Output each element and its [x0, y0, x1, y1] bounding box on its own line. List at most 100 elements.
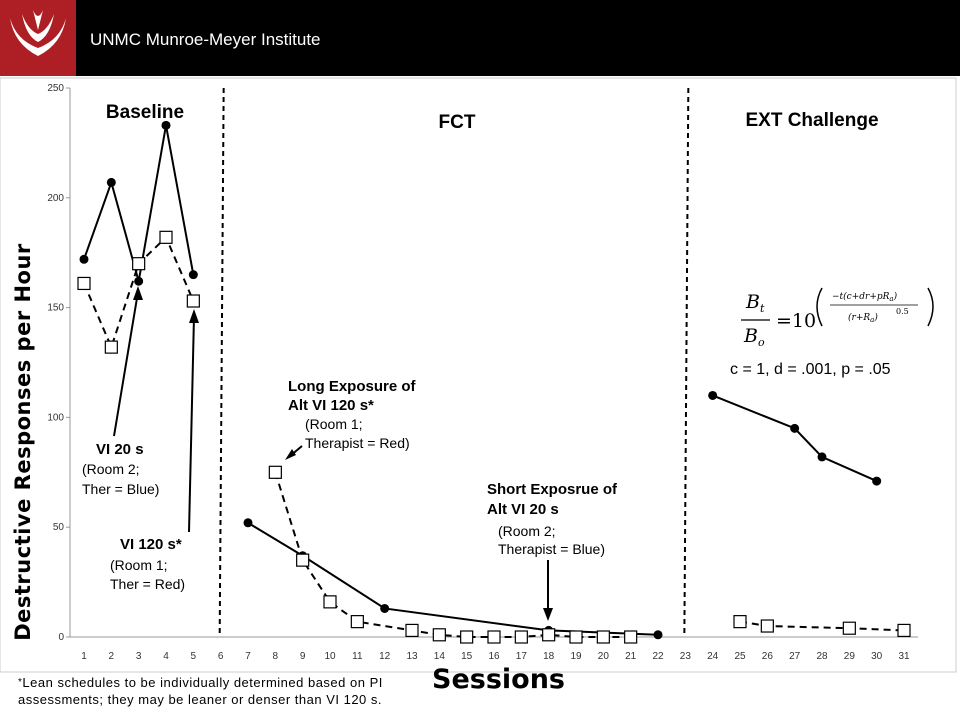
series-4-line — [712, 394, 878, 482]
annotation-short-title-1: Short Exposrue of — [487, 481, 618, 498]
y-axis: 0 50 100 150 200 250 — [47, 83, 71, 643]
phase-lines — [218, 87, 690, 638]
annotation-long-title-1: Long Exposure of — [288, 378, 417, 395]
y-tick-label: 150 — [47, 303, 64, 314]
x-tick-label: 16 — [488, 651, 500, 662]
x-tick-label: 17 — [516, 651, 528, 662]
phase-label-baseline: Baseline — [106, 102, 184, 123]
data-point-square — [296, 553, 310, 567]
x-tick-label: 6 — [218, 651, 224, 662]
x-tick-label: 26 — [762, 651, 774, 662]
x-tick-label: 13 — [406, 651, 418, 662]
x-tick-label: 8 — [273, 651, 279, 662]
data-point-circle — [872, 476, 882, 486]
data-point-square — [350, 615, 364, 629]
x-tick-label: 28 — [816, 651, 828, 662]
annotation-short-detail-1: (Room 2; — [498, 523, 556, 539]
x-tick-label: 29 — [844, 651, 856, 662]
svg-text:(r+Ra): (r+Ra) — [848, 312, 878, 324]
y-axis-title: Destructive Responses per Hour — [11, 243, 35, 641]
annotation-vi20-title: VI 20 s — [96, 441, 144, 458]
x-tick-label: 22 — [652, 651, 664, 662]
svg-text:0.5: 0.5 — [896, 307, 909, 316]
data-point-circle — [188, 270, 198, 280]
x-tick-label: 27 — [789, 651, 801, 662]
footnote-star: * — [18, 677, 23, 688]
annotation-long-detail-1: (Room 1; — [305, 416, 363, 432]
x-tick-label: 7 — [245, 651, 251, 662]
series-layer — [77, 120, 911, 644]
header-bar: UNMC Munroe-Meyer Institute — [0, 0, 960, 76]
annotation-vi20-arrow — [113, 291, 139, 437]
phase-label-ext-challenge: EXT Challenge — [745, 110, 878, 131]
data-point-square — [487, 630, 501, 644]
x-axis-title-label: Sessions — [432, 664, 565, 695]
x-tick-label: 3 — [136, 651, 142, 662]
annotation-long-detail-2: Therapist = Red) — [305, 435, 410, 451]
data-point-circle — [708, 390, 718, 400]
data-point-square — [77, 276, 91, 291]
x-tick-label: 9 — [300, 651, 306, 662]
svg-text:=10: =10 — [776, 310, 816, 332]
x-tick-label: 18 — [543, 651, 555, 662]
data-point-circle — [790, 423, 800, 433]
annotation-vi120-detail-1: (Room 1; — [110, 557, 168, 573]
data-point-square — [733, 615, 747, 629]
x-tick-label: 5 — [191, 651, 197, 662]
x-tick-label: 19 — [570, 651, 582, 662]
y-tick-label: 100 — [47, 412, 64, 423]
x-tick-label: 11 — [352, 651, 363, 662]
x-tick-label: 25 — [734, 651, 746, 662]
x-tick-label: 14 — [434, 651, 446, 662]
data-point-circle — [380, 603, 390, 613]
annotation-vi120-arrowhead — [189, 309, 199, 323]
data-point-square — [186, 294, 200, 308]
x-tick-label: 30 — [871, 651, 883, 662]
data-point-circle — [79, 254, 89, 264]
x-tick-label: 1 — [81, 651, 87, 662]
y-tick-label: 250 — [47, 83, 64, 94]
unmc-logo-icon — [0, 0, 76, 76]
annotation-short-arrowhead — [543, 608, 553, 621]
annotation-vi120-arrow — [188, 315, 195, 533]
series-5-line — [739, 620, 905, 632]
footnote-text: Lean schedules to be individually determ… — [18, 675, 383, 707]
annotation-vi120-detail-2: Ther = Red) — [110, 576, 185, 592]
x-tick-label: 12 — [379, 651, 391, 662]
data-point-square — [132, 257, 146, 271]
data-point-square — [514, 630, 528, 644]
x-tick-label: 10 — [324, 651, 336, 662]
phase-change-line — [683, 87, 690, 638]
annotation-vi20-detail-2: Ther = Blue) — [82, 481, 159, 497]
phase-change-line — [218, 87, 225, 638]
x-tick-label: 24 — [707, 651, 719, 662]
annotation-short-title-2: Alt VI 20 s — [487, 501, 559, 518]
x-tick-label: 31 — [898, 651, 910, 662]
x-tick-label: 21 — [625, 651, 637, 662]
data-point-square — [268, 465, 282, 479]
header-title: UNMC Munroe-Meyer Institute — [90, 30, 321, 49]
x-tick-label: 23 — [680, 651, 692, 662]
data-point-square — [323, 595, 337, 609]
series-2-line — [247, 521, 659, 636]
annotation-vi20-arrowhead — [133, 286, 143, 300]
y-tick-label: 200 — [47, 193, 64, 204]
annotation-long-title-2: Alt VI 120 s* — [288, 397, 374, 414]
phase-label-fct: FCT — [439, 112, 476, 133]
data-point-square — [760, 619, 774, 633]
data-point-square — [159, 230, 173, 244]
data-point-square — [405, 623, 419, 638]
data-point-square — [432, 628, 446, 642]
data-point-square — [897, 623, 911, 638]
y-tick-label: 0 — [58, 632, 64, 643]
data-point-square — [542, 628, 556, 642]
formula-params: c = 1, d = .001, p = .05 — [730, 361, 891, 378]
formula: Bt Bo =10 −t(c+dr+pRa) (r+Ra) 0.5 — [741, 287, 934, 349]
y-tick-label: 50 — [53, 522, 65, 533]
svg-text:Bt: Bt — [745, 291, 765, 315]
svg-text:−t(c+dr+pRa): −t(c+dr+pRa) — [832, 291, 898, 303]
slide-frame — [0, 77, 957, 673]
data-point-circle — [161, 120, 171, 130]
data-point-square — [624, 630, 638, 644]
